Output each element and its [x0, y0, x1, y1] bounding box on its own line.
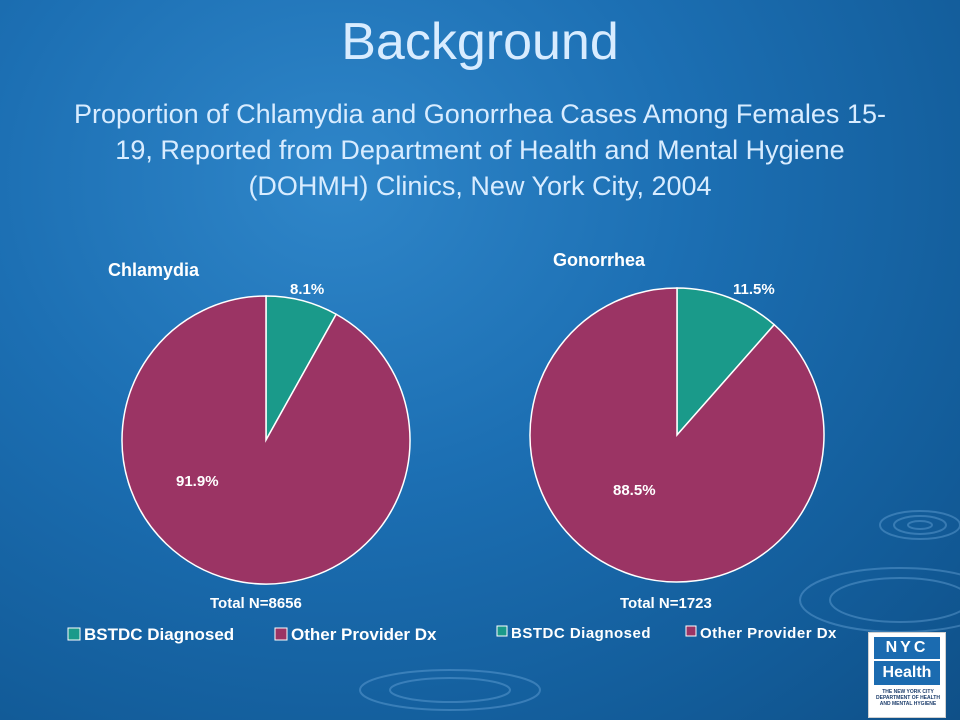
logo-caption: THE NEW YORK CITY DEPARTMENT OF HEALTH A…: [876, 689, 940, 707]
legend-swatch-bstdc: [67, 627, 81, 641]
slice-label-bstdc-gonorrhea: 11.5%: [733, 281, 775, 298]
pie-slice-bstdc-gonorrhea: [676, 287, 776, 437]
legend-gonorrhea: BSTDC Diagnosed Other Provider Dx: [496, 625, 837, 642]
nyc-health-logo: NYC Health THE NEW YORK CITY DEPARTMENT …: [868, 632, 946, 718]
chart-title-gonorrhea: Gonorrhea: [553, 250, 646, 270]
legend-label-bstdc: BSTDC Diagnosed: [84, 625, 234, 644]
slice-label-other-chlamydia: 91.9%: [176, 473, 219, 490]
legend-label-other: Other Provider Dx: [291, 625, 437, 644]
legend-label-bstdc: BSTDC Diagnosed: [511, 625, 651, 642]
chart-title-chlamydia: Chlamydia: [108, 260, 200, 280]
legend-chlamydia: BSTDC Diagnosed Other Provider Dx: [67, 625, 437, 644]
legend-label-other: Other Provider Dx: [700, 625, 837, 642]
pie-chlamydia: [121, 295, 411, 585]
slice-label-bstdc-chlamydia: 8.1%: [290, 281, 324, 298]
total-label-gonorrhea: Total N=1723: [620, 595, 712, 612]
slice-label-other-gonorrhea: 88.5%: [613, 482, 656, 499]
slide-title: Background: [341, 13, 619, 71]
logo-line-health: Health: [874, 661, 940, 685]
pie-slice-other-chlamydia: [121, 295, 411, 585]
legend-swatch-other: [685, 625, 697, 637]
slide-subtitle: Proportion of Chlamydia and Gonorrhea Ca…: [74, 99, 886, 201]
chart-gonorrhea: Gonorrhea 11.5% 88.5% Total N=1723 BSTDC…: [496, 250, 837, 642]
logo-line-nyc: NYC: [874, 637, 940, 659]
pie-slice-other-gonorrhea: [529, 287, 825, 583]
legend-swatch-other: [274, 627, 288, 641]
chart-chlamydia: Chlamydia 8.1% 91.9% Total N=8656 BSTDC …: [67, 260, 437, 644]
pie-gonorrhea: [529, 287, 825, 583]
legend-swatch-bstdc: [496, 625, 508, 637]
total-label-chlamydia: Total N=8656: [210, 595, 302, 612]
